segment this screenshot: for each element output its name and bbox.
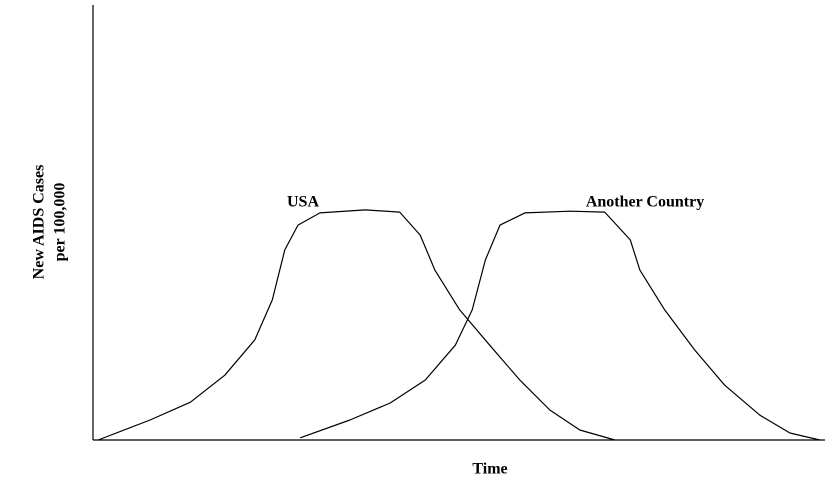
line-series [299, 210, 821, 441]
y-axis-label: per 100,000 [52, 183, 69, 262]
series-label: USA [287, 194, 319, 211]
x-axis-label: Time [472, 461, 507, 478]
line-series [97, 209, 616, 441]
series-label: Another Country [586, 194, 704, 211]
y-axis-label: New AIDS Cases [31, 165, 48, 280]
